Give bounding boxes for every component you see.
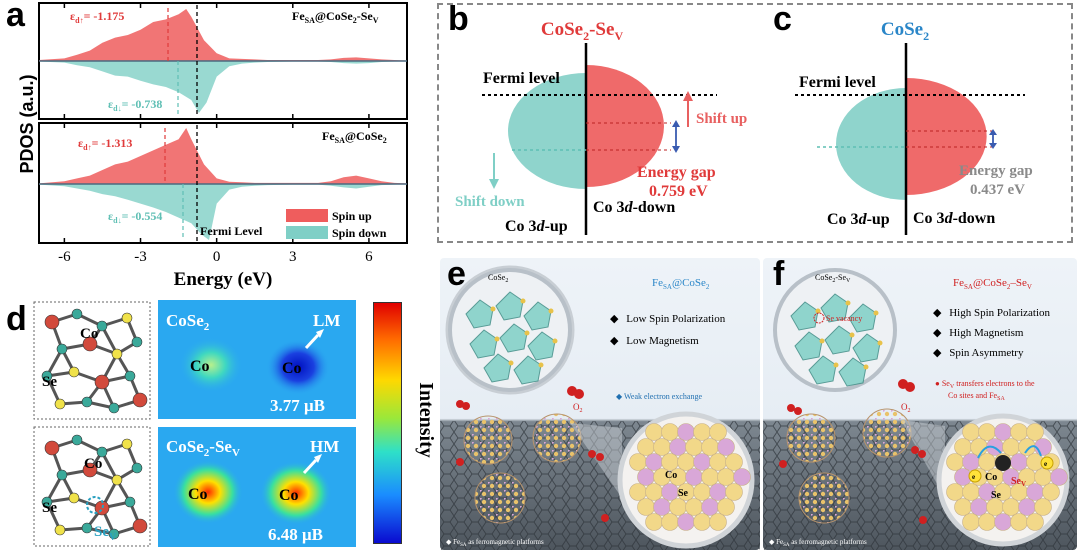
map-top-state: LM [313, 311, 340, 330]
pdos-xlabel: Energy (eV) [174, 269, 273, 290]
b-up-label: Co 3d-up [505, 218, 568, 235]
b-gap-label: Energy gap [637, 164, 716, 181]
e-o2: O2 [573, 402, 583, 414]
map-top-moment: 3.77 μB [270, 396, 325, 415]
map-bot-title: CoSe2-SeV [166, 437, 240, 459]
f-title: FeSA@CoSe2–SeV [953, 277, 1032, 291]
struct-bot-se: Se [42, 500, 57, 516]
map-bot-co2: Co [279, 487, 299, 504]
e-cap: CoSe2 [488, 273, 508, 284]
pdos-bottom-spin-down-area [39, 184, 407, 240]
e-bullet-1: ◆ Low Spin Polarization [610, 313, 726, 325]
f-footer: ◆ FeSA as ferromagnetic platforms [769, 538, 867, 548]
panel-c-title: CoSe2 [881, 19, 929, 43]
b-spin-up-lobe [508, 73, 586, 189]
e-footer: ◆ FeSA as ferromagnetic platforms [446, 538, 544, 548]
fermi-level-label: Fermi Level [200, 224, 263, 238]
f-o2: O2 [901, 402, 911, 414]
f-bullet-3: ◆ Spin Asymmetry [933, 347, 1024, 359]
f-sev: SeV [1011, 476, 1026, 488]
legend-label-up: Spin up [332, 209, 372, 223]
panel-c-label: c [773, 0, 792, 38]
map-top-co2: Co [282, 360, 302, 377]
legend-label-down: Spin down [332, 226, 387, 240]
x-tick-label: 3 [289, 249, 297, 265]
panel-f-illustration: CoSe2-SeV Se vacancy FeSA@CoSe2–SeV ◆ Hi… [763, 268, 1077, 550]
colorbar [373, 302, 402, 544]
panel-f-label: f [773, 255, 785, 293]
c-spin-down-lobe [906, 78, 987, 195]
e-exchange: ◆ Weak electron exchange [616, 392, 702, 401]
legend-swatch-down [286, 226, 328, 239]
f-transfer-1: ● SeV transfers electrons to the [935, 379, 1035, 390]
pdos-bottom-system: FeSA@CoSe2 [322, 129, 387, 145]
panel-e-label: e [447, 255, 466, 293]
map-bot-moment: 6.48 μB [268, 525, 323, 544]
b-gap-value: 0.759 eV [649, 183, 708, 200]
spin-density-maps: CoSe2 LM Co Co 3.77 μB CoSe2-SeV HM Co C… [158, 300, 356, 547]
x-tick-label: -6 [58, 249, 71, 265]
struct-top-co: Co [80, 326, 98, 342]
struct-top-se: Se [42, 374, 57, 390]
f-electron-2: e [1044, 460, 1047, 468]
panel-bc-frame [437, 3, 1073, 243]
f-cap: CoSe2-SeV [815, 273, 851, 284]
pdos-bottom-spin-up-area [39, 128, 407, 184]
x-tick-label: 0 [213, 249, 221, 265]
e-title: FeSA@CoSe2 [652, 277, 710, 291]
eps-up-bottom: εd↑= -1.313 [78, 136, 132, 152]
b-shift-down-label: Shift down [455, 194, 525, 210]
b-down-label: Co 3d-down [593, 199, 675, 216]
f-se: Se [991, 490, 1002, 501]
e-co: Co [665, 470, 677, 481]
map-bot-state: HM [310, 437, 339, 456]
b-fermi-label: Fermi level [483, 70, 560, 87]
f-co: Co [985, 472, 997, 483]
pdos-chart: -6 -3 0 3 6 Spin up Spin down Fermi Level Fe… [38, 2, 408, 290]
pdos-top-spin-down-area [39, 61, 407, 113]
f-transfer-2: Co sites and FeSA [948, 391, 1005, 402]
pdos-top-system: FeSA@CoSe2-SeV [292, 9, 379, 25]
f-bullet-2: ◆ High Magnetism [933, 327, 1024, 339]
panel-d-label: d [6, 300, 27, 338]
f-bullet-1: ◆ High Spin Polarization [933, 307, 1051, 319]
eps-down-bottom: εd↓= -0.554 [108, 209, 162, 225]
e-bullet-2: ◆ Low Magnetism [610, 335, 699, 347]
pdos-bottom-frame [38, 122, 408, 244]
panel-a-label: a [6, 0, 25, 34]
struct-bot-co: Co [84, 456, 102, 472]
panel-b-title: CoSe2-SeV [541, 19, 624, 43]
map-top-title: CoSe2 [166, 311, 210, 333]
pdos-top-spin-up-area [39, 9, 407, 61]
c-down-label: Co 3d-down [913, 210, 995, 227]
eps-up-top: εd↑= -1.175 [70, 9, 124, 25]
eps-down-top: εd↓= -0.738 [108, 97, 162, 113]
f-vacancy: Se vacancy [826, 314, 862, 323]
legend-swatch-up [286, 209, 328, 222]
c-gap-value: 0.437 eV [970, 182, 1025, 198]
b-shift-up-label: Shift up [696, 111, 747, 127]
e-se: Se [678, 488, 689, 499]
map-top-co1: Co [190, 358, 210, 375]
panel-b-label: b [448, 0, 469, 38]
x-tick-label: 6 [365, 249, 373, 265]
spin-diagrams: CoSe2-SeV Fermi level Shift up Energy ga… [455, 19, 1033, 235]
map-bot-co1: Co [188, 486, 208, 503]
x-tick-label: -3 [134, 249, 147, 265]
c-fermi-label: Fermi level [799, 74, 876, 91]
struct-bot-sev: SeV [94, 524, 117, 543]
f-electron-1: e [972, 473, 975, 481]
c-up-label: Co 3d-up [827, 211, 890, 228]
crystal-structures: Co Se Co Se SeV [33, 301, 151, 547]
c-spin-up-lobe [836, 88, 906, 200]
panel-e-illustration: CoSe2 FeSA@CoSe2 ◆ Low Spin Polarization… [440, 265, 760, 550]
c-gap-label: Energy gap [959, 163, 1033, 179]
colorbar-label: Intensity [415, 382, 437, 458]
